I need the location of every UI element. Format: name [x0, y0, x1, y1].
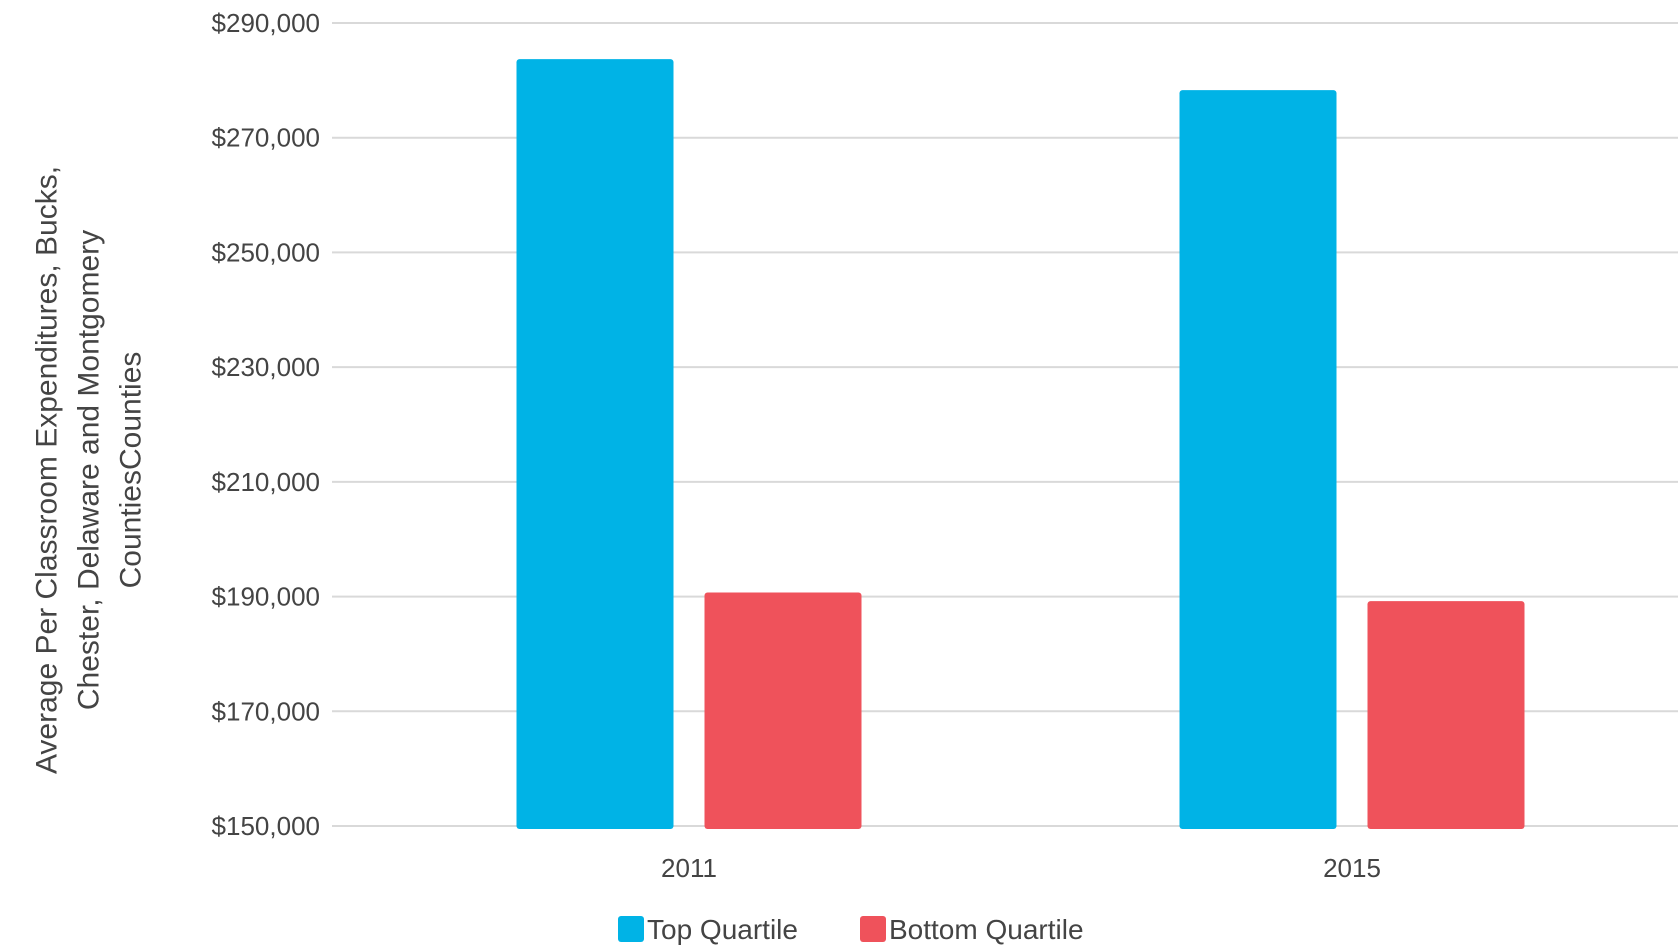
- bar-top-quartile-2011: [516, 59, 674, 829]
- y-tick-label: $210,000: [212, 467, 320, 497]
- y-tick-label: $150,000: [212, 811, 320, 841]
- bars: [516, 59, 1525, 830]
- y-axis-title-line: Chester, Delaware and Montgomery: [73, 230, 106, 710]
- bar-bottom-quartile-2015: [1367, 601, 1525, 829]
- x-axis-tick-labels: 2011 2015: [661, 853, 1381, 883]
- y-axis-title-line: Average Per Classroom Expenditures, Buck…: [31, 166, 64, 774]
- x-tick-label: 2015: [1323, 853, 1381, 883]
- legend-item-top-quartile: Top Quartile: [618, 914, 798, 945]
- y-axis-title-line: CountiesCounties: [115, 352, 148, 589]
- y-axis-tick-labels: $150,000 $170,000 $190,000 $210,000 $230,000…: [212, 8, 320, 841]
- legend-swatch: [618, 916, 644, 942]
- legend: Top Quartile Bottom Quartile: [618, 914, 1084, 945]
- y-tick-label: $230,000: [212, 352, 320, 382]
- y-tick-label: $290,000: [212, 8, 320, 38]
- legend-label: Bottom Quartile: [889, 914, 1084, 945]
- y-tick-label: $270,000: [212, 123, 320, 153]
- legend-swatch: [860, 916, 886, 942]
- x-tick-label: 2011: [661, 853, 717, 883]
- y-tick-label: $190,000: [212, 582, 320, 612]
- y-tick-label: $250,000: [212, 237, 320, 267]
- y-axis-title: Average Per Classroom Expenditures, Buck…: [31, 166, 148, 774]
- bar-top-quartile-2015: [1179, 90, 1337, 830]
- bar-bottom-quartile-2011: [704, 592, 862, 829]
- legend-item-bottom-quartile: Bottom Quartile: [860, 914, 1084, 945]
- y-tick-label: $170,000: [212, 696, 320, 726]
- legend-label: Top Quartile: [647, 914, 798, 945]
